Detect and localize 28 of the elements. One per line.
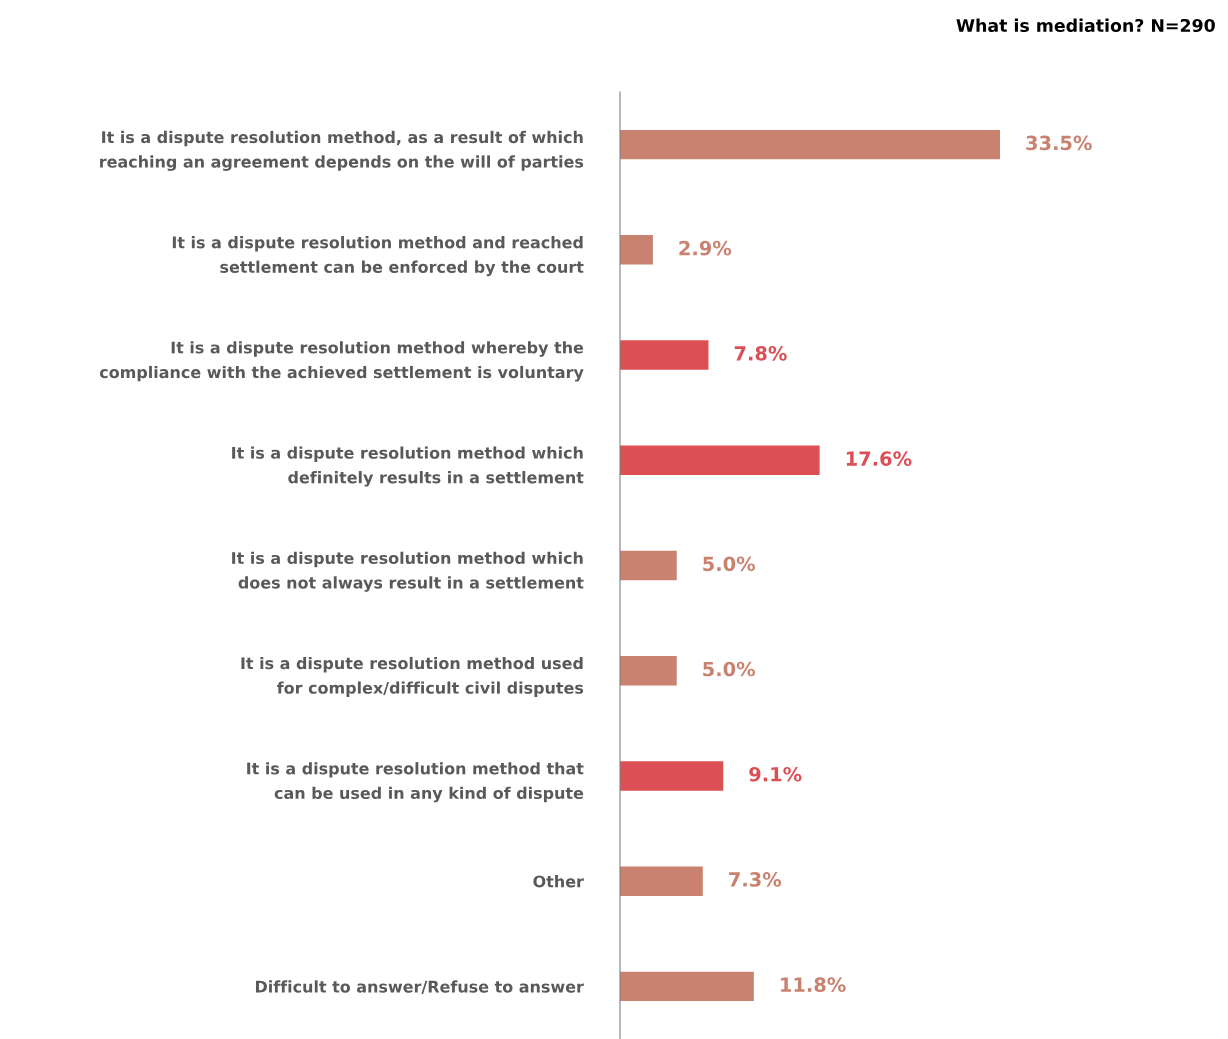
bar [620, 655, 677, 686]
bar [620, 550, 677, 581]
y-tick-label: It is a dispute resolution method which does not always result in a settlement [232, 551, 584, 592]
y-tick-label: It is a dispute resolution method which definitely results in a settlement [232, 446, 584, 487]
data-label: 9.1% [749, 766, 802, 782]
data-label: 5.0% [703, 556, 756, 572]
text: What is mediation? N=290 [956, 18, 1215, 33]
y-tick-label: Difficult to answer/Refuse to answer [255, 980, 584, 994]
y-tick-label: It is a dispute resolution method, as a result of which reaching an agreement depends on the will of parties [100, 130, 584, 171]
bar [620, 866, 703, 896]
data-label: 5.0% [703, 661, 756, 677]
data-label: 33.5% [1026, 135, 1092, 151]
y-tick-label: It is a dispute resolution method used for complex/difficult civil disputes [241, 656, 584, 697]
bar [620, 971, 754, 1002]
data-label: 11.8% [781, 977, 846, 993]
y-tick-label: It is a dispute resolution method whereby the compliance with the achieved settlement is voluntary [99, 341, 584, 382]
bar [620, 129, 1000, 160]
y-tick-label: It is a dispute resolution method that can be used in any kind of dispute [247, 762, 584, 803]
bar [620, 235, 653, 265]
y-tick-label: It is a dispute resolution method and reached settlement can be enforced by the court [172, 236, 584, 277]
data-label: 17.6% [846, 451, 912, 466]
bar [620, 445, 820, 476]
data-label: 7.3% [729, 872, 782, 887]
y-tick-label: Other [533, 875, 584, 888]
bar [620, 340, 709, 370]
data-label: 2.9% [679, 240, 732, 256]
data-label: 7.8% [734, 345, 787, 361]
bar [620, 761, 724, 791]
